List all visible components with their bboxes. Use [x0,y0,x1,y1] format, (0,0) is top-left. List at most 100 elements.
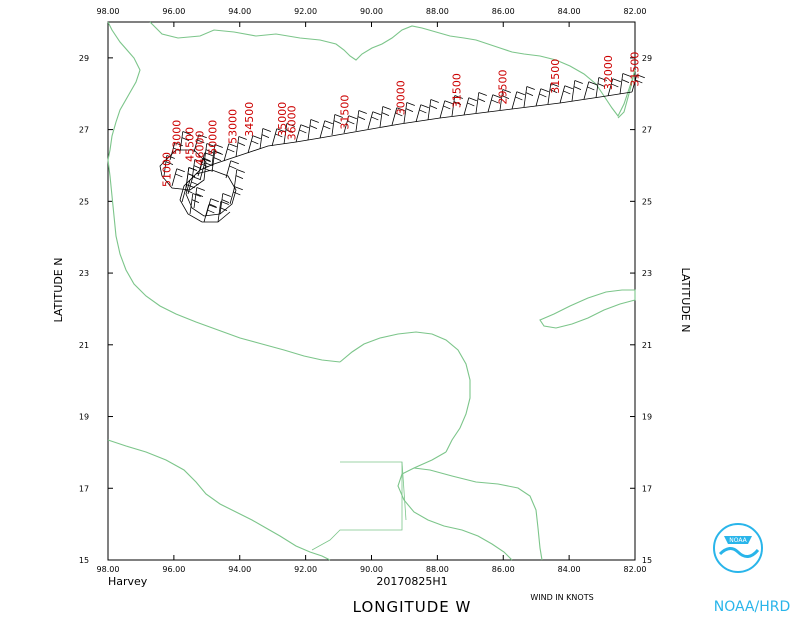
wind-barb-flag [310,119,319,123]
noaa-logo: NOAA [713,523,763,573]
wind-barb-flag [275,133,283,138]
wind-barb-flag [587,86,595,91]
altitude-label: 35000 [276,102,289,137]
wind-barb-flag [182,131,191,135]
lon-tick-label-top: 90.00 [360,7,383,16]
wind-barb-flag [181,137,190,142]
wind-barb-flag [214,144,223,148]
wind-barb-flag [612,78,621,83]
wind-barb-staff [463,97,470,116]
lat-tick-label-left: 15 [79,556,89,565]
lat-tick-label-right: 23 [642,269,652,278]
wind-barb-flag [453,101,462,106]
wind-barb-staff [583,81,590,100]
wind-barb-staff [379,106,384,128]
wind-barb-flag [204,152,213,157]
coastline-layer [107,21,636,561]
wind-barb-staff [331,114,336,136]
wind-barb-flag [195,193,204,198]
latitude-axis-label-right: LATITUDE N [679,268,692,333]
wind-barb-flag [300,124,309,129]
wind-barb-flag [191,199,200,204]
lat-tick-label-right: 25 [642,197,652,206]
lat-tick-label-left: 19 [79,413,89,422]
wind-barb-layer [163,73,645,223]
coastline-florida [617,69,636,119]
wind-barb-flag [203,167,211,172]
wind-barb-flag [333,120,342,125]
wind-barb-flag [192,176,201,181]
lon-tick-label-top: 82.00 [624,7,647,16]
altitude-label: 30000 [394,80,407,115]
wind-barb-flag [176,168,185,173]
border-belize [401,461,407,521]
altitude-label: 46000 [194,131,207,166]
wind-barb-staff [415,104,422,123]
wind-barb-flag [539,93,547,98]
wind-barb-staff [559,85,566,104]
wind-barb-staff [179,131,184,153]
wind-barb-flag [622,73,631,77]
wind-barb-staff [523,86,528,108]
wind-barb-staff [217,201,222,223]
wind-barb-flag [444,100,453,105]
wind-barb-flag [191,181,199,186]
right-latitude-ticks: 29 27 25 23 21 19 17 15 [630,54,652,565]
coastline-texas-lousiana [149,21,636,118]
wind-barb-staff [191,159,196,181]
wind-barb-flag [382,106,391,110]
wind-barb-flag [192,193,201,197]
lat-tick-label-left: 17 [79,484,89,493]
wind-barb-flag [515,96,523,101]
wind-barb-flag [202,158,211,163]
lon-tick-label-bottom: 98.00 [97,565,120,574]
altitude-label: 31500 [549,59,562,94]
wind-barb-flag [526,86,535,90]
wind-barb-flag [175,173,183,178]
wind-barb-flag [564,85,573,90]
coastline-yucatan [339,331,471,453]
lat-tick-label-right: 15 [642,556,652,565]
lon-tick-label-bottom: 86.00 [492,565,515,574]
wind-barb-flag [234,186,243,191]
wind-barb-flag [220,201,229,205]
wind-barb-staff [631,74,638,93]
wind-barb-flag [233,191,241,196]
wind-barb-flag [165,161,174,166]
wind-barb-flag [597,83,606,88]
wind-barb-flag [477,98,486,103]
wind-barb-flag [227,148,235,153]
wind-barb-staff [233,169,238,191]
wind-barb-flag [235,175,244,180]
wind-barb-staff [219,193,224,215]
wind-barb-flag [468,97,477,102]
wind-barb-flag [347,120,355,125]
wind-barb-flag [598,77,607,81]
wind-barb-flag [201,163,209,168]
wind-barb-flag [198,134,207,139]
altitude-label: 32000 [602,55,615,90]
wind-barb-staff [475,92,480,114]
wind-barb-flag [166,155,175,159]
wind-barb-flag [372,111,381,116]
wind-barb-staff [223,143,230,162]
coastline-honduras [413,467,543,561]
wind-barb-staff [211,151,216,173]
wind-barb-flag [611,83,619,88]
wind-barb-flag [276,128,285,133]
wind-barb-flag [261,134,270,139]
lat-tick-label-left: 23 [79,269,89,278]
wind-barb-staff [193,187,198,209]
wind-barb-flag [563,90,571,95]
latitude-axis-label-left: LATITUDE N [52,258,65,323]
wind-barb-flag [309,125,318,130]
wind-barb-flag [525,92,534,97]
mission-id: 20170825H1 [376,575,447,588]
wind-barb-staff [185,167,190,189]
wind-barb-flag [299,129,307,134]
wind-barb-flag [635,79,643,84]
altitude-label: 34500 [243,102,256,137]
wind-barb-staff [307,119,312,141]
wind-barb-staff [607,78,614,97]
lon-tick-label-top: 96.00 [162,7,185,16]
